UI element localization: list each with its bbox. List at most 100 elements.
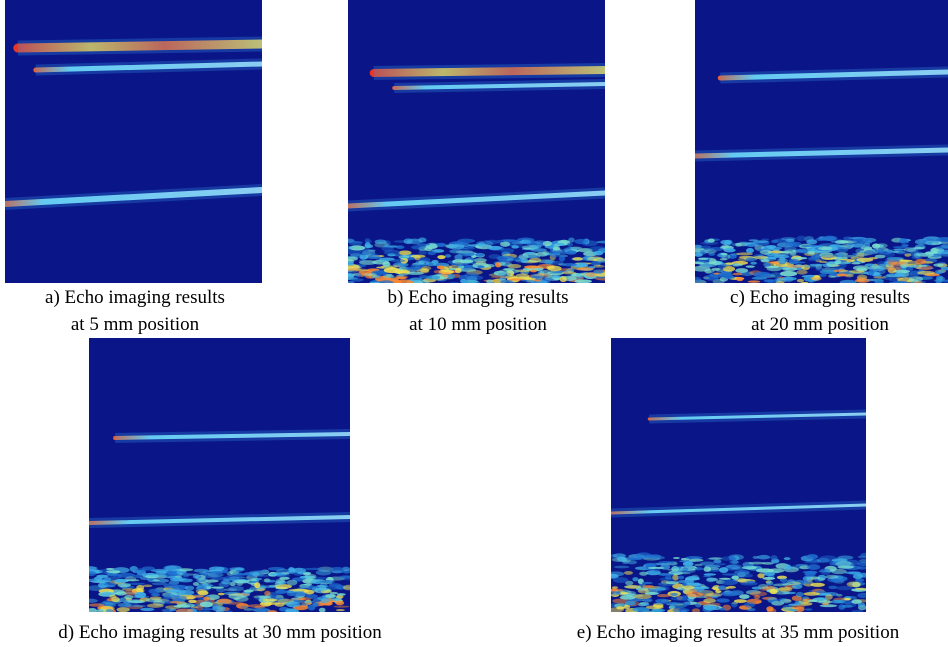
speckle — [562, 263, 577, 266]
speckle — [767, 597, 778, 603]
caption: at 5 mm position — [71, 314, 200, 335]
speckle — [673, 608, 690, 613]
caption: d) Echo imaging results at 30 mm positio… — [58, 622, 382, 643]
echo-glow — [36, 64, 262, 70]
speckle — [163, 594, 177, 599]
speckle — [821, 247, 832, 250]
speckle — [82, 599, 98, 603]
speckle — [267, 610, 277, 614]
speckle — [89, 603, 105, 606]
speckle — [805, 571, 816, 576]
speckle — [748, 280, 760, 283]
speckle — [421, 266, 431, 270]
speckle — [313, 598, 331, 603]
speckle — [698, 258, 709, 260]
speckle — [791, 605, 805, 609]
speckle — [563, 248, 572, 253]
speckle — [859, 559, 869, 563]
speckle — [109, 595, 116, 599]
speckle — [396, 275, 404, 277]
speckle — [303, 572, 311, 575]
speckle — [642, 582, 653, 584]
speckle — [855, 588, 867, 590]
speckle — [746, 248, 754, 253]
speckle — [785, 564, 792, 569]
speckle — [746, 257, 755, 262]
speckle — [836, 247, 848, 253]
speckle — [544, 260, 553, 265]
speckle — [720, 258, 727, 260]
speckle — [449, 265, 458, 269]
speckle — [683, 566, 695, 570]
speckle — [815, 238, 824, 241]
speckle — [731, 602, 737, 608]
speckle — [779, 251, 792, 253]
speckle — [243, 590, 254, 593]
speckle — [254, 582, 260, 588]
speckle — [774, 255, 789, 259]
speckle — [525, 252, 534, 254]
speckle — [754, 595, 760, 599]
speckle — [336, 609, 345, 611]
speckle — [780, 271, 797, 277]
speckle — [805, 608, 813, 610]
speckle — [347, 271, 357, 274]
echo-image — [690, 0, 948, 285]
speckle — [285, 609, 299, 615]
speckle — [147, 603, 164, 607]
speckle — [288, 567, 294, 571]
speckle — [530, 270, 537, 273]
speckle — [732, 273, 742, 276]
echo-glow — [374, 70, 605, 73]
speckle — [784, 557, 791, 560]
speckle — [319, 608, 326, 613]
speckle — [179, 590, 195, 595]
speckle — [491, 276, 508, 279]
speckle — [810, 264, 824, 266]
speckle — [289, 589, 307, 591]
speckle — [777, 258, 788, 263]
speckle — [384, 250, 401, 255]
speckle — [668, 573, 674, 576]
speckle — [156, 570, 167, 574]
speckle — [149, 574, 167, 577]
echo-glow — [394, 84, 605, 88]
speckle — [559, 256, 565, 262]
speckle — [361, 252, 370, 255]
speckle — [574, 279, 592, 283]
speckle — [424, 247, 432, 251]
speckle — [719, 578, 731, 580]
speckle — [346, 281, 355, 283]
speckle — [134, 568, 147, 573]
speckle — [375, 239, 387, 243]
speckle — [763, 263, 771, 267]
speckle — [177, 596, 187, 601]
speckle — [918, 265, 928, 267]
speckle — [736, 277, 744, 281]
speckle — [931, 243, 937, 245]
speckle — [143, 585, 153, 588]
speckle — [801, 245, 817, 247]
speckle — [409, 278, 422, 282]
speckle — [306, 594, 318, 598]
image-content — [81, 338, 355, 615]
speckle — [900, 264, 906, 268]
speckle — [579, 263, 588, 266]
speckle — [882, 277, 892, 280]
speckle — [842, 605, 853, 608]
speckle — [746, 265, 755, 267]
speckle — [626, 558, 643, 561]
speckle — [653, 568, 660, 572]
speckle — [719, 567, 728, 573]
speckle — [825, 575, 838, 579]
speckle — [542, 251, 549, 255]
speckle — [436, 243, 446, 247]
speckle — [775, 588, 790, 590]
speckle — [634, 594, 652, 599]
speckle — [815, 267, 824, 271]
caption: b) Echo imaging results — [388, 287, 569, 308]
speckle — [236, 570, 242, 572]
speckle — [234, 580, 249, 584]
echo-glow — [18, 44, 262, 48]
speckle — [724, 248, 736, 252]
